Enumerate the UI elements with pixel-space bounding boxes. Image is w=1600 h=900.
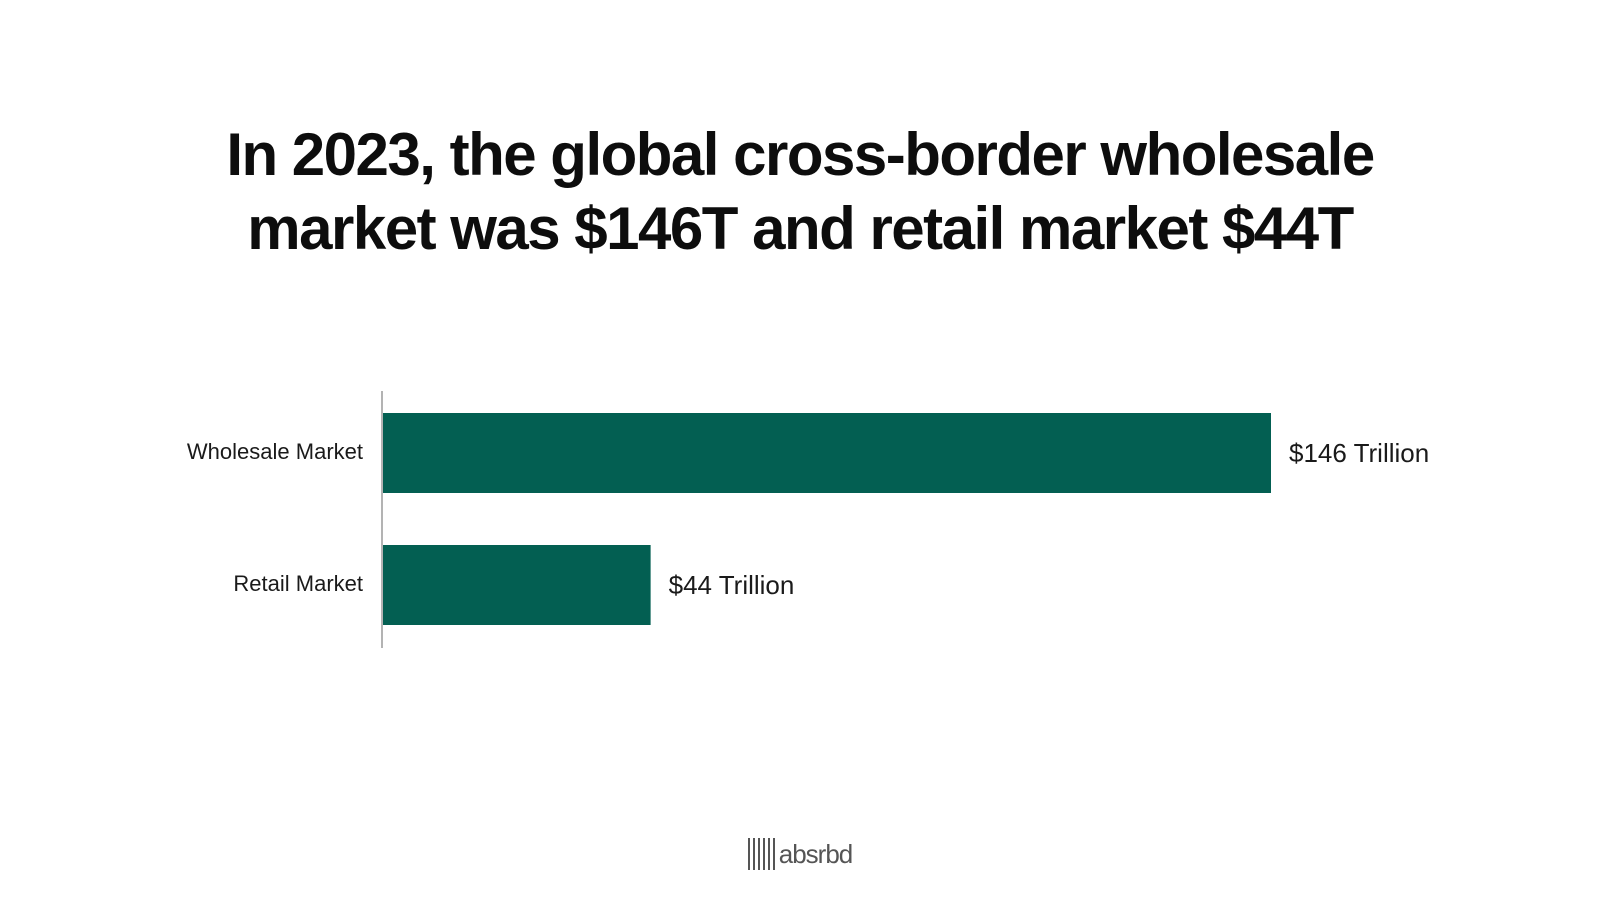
brand-logo-text: absrbd: [778, 838, 853, 869]
value-label: $44 Trillion: [669, 570, 795, 600]
category-label: Retail Market: [233, 571, 363, 596]
chart-title-line-1: In 2023, the global cross-border wholesa…: [226, 121, 1375, 188]
brand-logo: absrbd: [0, 838, 1600, 870]
category-label: Wholesale Market: [187, 439, 363, 464]
bar-wholesale-market: [383, 413, 1271, 493]
barcode-logo-icon: [747, 838, 775, 870]
chart-title-line-2: market was $146T and retail market $44T: [247, 195, 1354, 262]
chart-title: In 2023, the global cross-border wholesa…: [0, 118, 1600, 266]
bar-retail-market: [383, 545, 651, 625]
value-label: $146 Trillion: [1289, 438, 1429, 468]
